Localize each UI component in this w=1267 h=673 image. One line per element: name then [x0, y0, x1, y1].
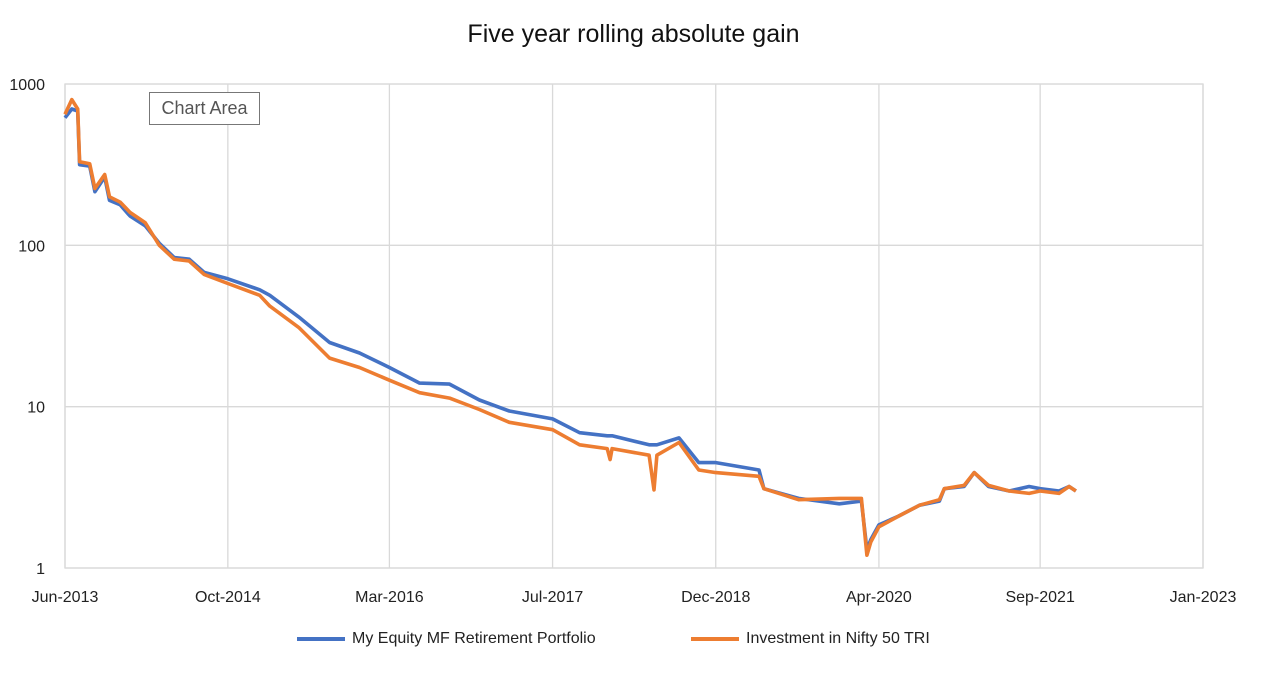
- series-line-portfolio: [63, 107, 1077, 552]
- x-tick-label: Apr-2020: [846, 589, 912, 606]
- plot-area-border: [64, 83, 1204, 569]
- x-tick-label: Jan-2023: [1170, 589, 1237, 606]
- series-line-nifty: [63, 97, 1077, 558]
- x-tick-label: Dec-2018: [681, 589, 750, 606]
- x-tick-label: Sep-2021: [1005, 589, 1074, 606]
- legend-swatch-nifty: [691, 637, 739, 641]
- legend-item-nifty: Investment in Nifty 50 TRI: [691, 630, 930, 648]
- x-tick-label: Oct-2014: [195, 589, 261, 606]
- x-tick-label: Jul-2017: [522, 589, 583, 606]
- legend-swatch-portfolio: [297, 637, 345, 641]
- legend: My Equity MF Retirement Portfolio Invest…: [0, 630, 1267, 654]
- y-tick-label: 1: [36, 561, 45, 578]
- legend-label-portfolio: My Equity MF Retirement Portfolio: [352, 630, 596, 647]
- y-tick-label: 1000: [9, 77, 45, 94]
- chart-title: Five year rolling absolute gain: [467, 20, 800, 48]
- y-tick-label: 100: [18, 238, 45, 255]
- chart-area-tooltip: Chart Area: [149, 92, 260, 125]
- y-tick-label: 10: [27, 400, 45, 417]
- legend-item-portfolio: My Equity MF Retirement Portfolio: [297, 630, 596, 648]
- legend-label-nifty: Investment in Nifty 50 TRI: [746, 630, 930, 647]
- x-tick-label: Mar-2016: [355, 589, 424, 606]
- x-tick-label: Jun-2013: [32, 589, 99, 606]
